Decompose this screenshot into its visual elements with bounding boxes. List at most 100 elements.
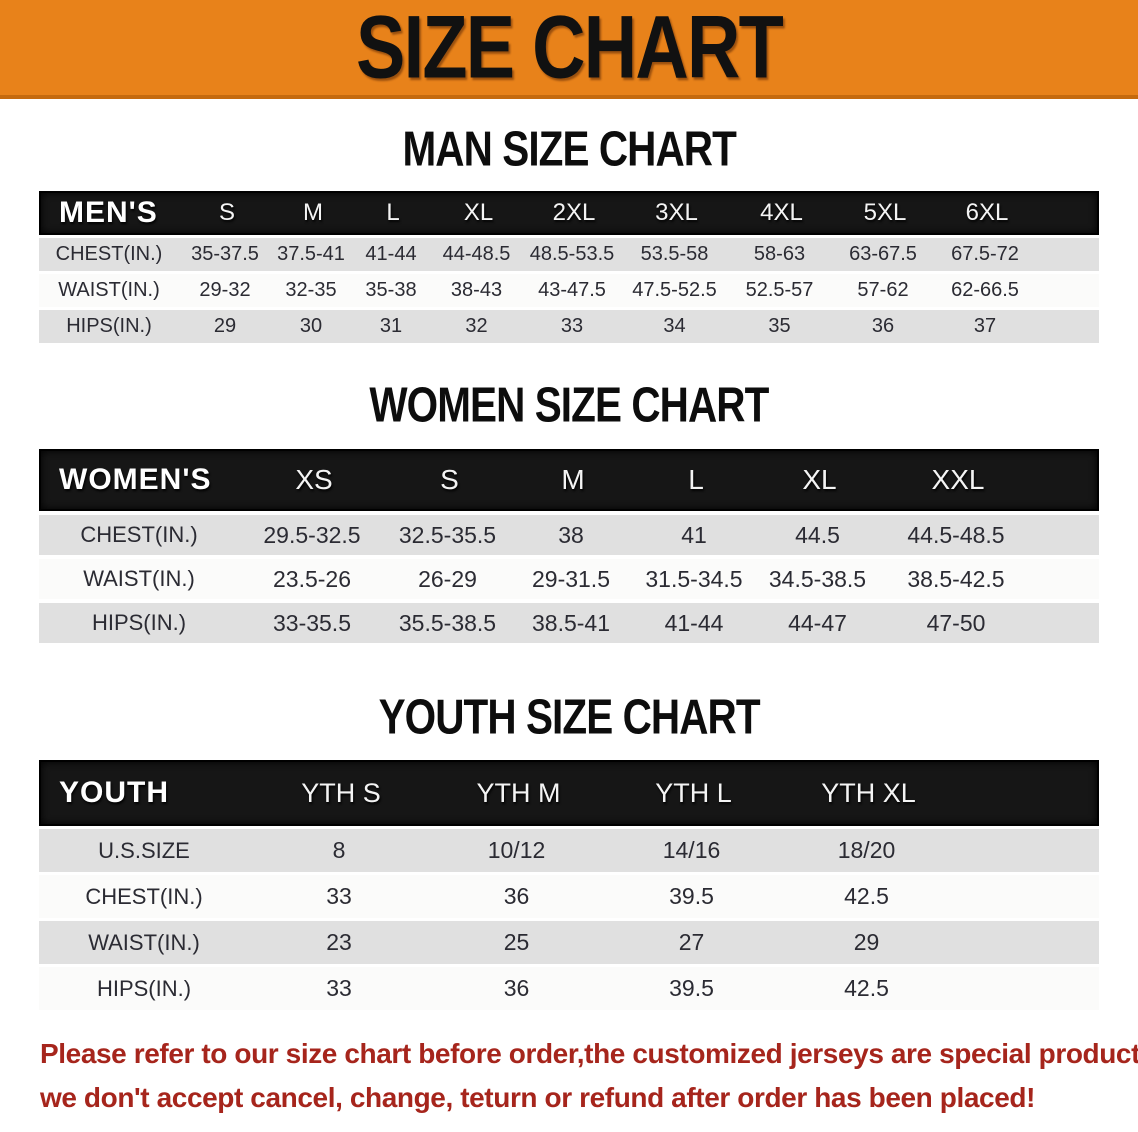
women-hips-in-value-l: 41-44	[664, 609, 724, 636]
men-hips-in-value-5xl: 36	[871, 315, 895, 337]
women-hips-in-value-xl: 44-47	[788, 609, 847, 636]
women-chest-in-value-xl: 44.5	[795, 521, 840, 548]
women-section-heading-text: WOMEN SIZE CHART	[369, 378, 769, 433]
men-chest-in-value-6xl: 67.5-72	[951, 243, 1019, 265]
youth-row-label-waist-in: WAIST(IN.)	[88, 929, 200, 955]
men-row-label-chest-in: CHEST(IN.)	[55, 243, 163, 265]
women-chest-in-value-s: 32.5-35.5	[398, 521, 497, 548]
women-col-xs: XS	[295, 464, 333, 495]
youth-row-u-s-size: U.S.SIZE 8 10/12 14/16 18/20	[39, 829, 1099, 872]
youth-row-hips-in: HIPS(IN.) 33 36 39.5 42.5	[39, 967, 1099, 1010]
youth-chest-in-value-yth-m: 36	[503, 883, 530, 909]
men-hips-in-value-l: 31	[379, 315, 403, 337]
youth-row-chest-in: CHEST(IN.) 33 36 39.5 42.5	[39, 875, 1099, 918]
youth-chest-in-value-yth-s: 33	[326, 883, 352, 909]
men-waist-in-value-xl: 38-43	[450, 279, 503, 301]
men-chest-in-value-s: 35-37.5	[191, 243, 259, 265]
men-chest-in-value-2xl: 48.5-53.5	[529, 243, 615, 265]
youth-col-yth-xl: YTH XL	[821, 777, 916, 808]
youth-u-s-size-value-yth-m: 10/12	[487, 837, 546, 863]
women-col-l: L	[688, 464, 704, 495]
men-hips-in-value-m: 30	[299, 315, 323, 337]
youth-u-s-size-value-yth-s: 8	[332, 837, 346, 863]
men-waist-in-value-5xl: 57-62	[857, 279, 909, 301]
youth-hips-in-value-yth-m: 36	[503, 975, 530, 1001]
women-hips-in-value-s: 35.5-38.5	[398, 609, 497, 636]
men-waist-in-value-l: 35-38	[365, 279, 417, 301]
youth-waist-in-value-yth-l: 27	[678, 929, 705, 955]
women-section-heading: WOMEN SIZE CHART	[0, 378, 1138, 433]
youth-section-heading-text: YOUTH SIZE CHART	[378, 690, 760, 745]
youth-row-label-u-s-size: U.S.SIZE	[98, 837, 190, 863]
youth-hips-in-value-yth-l: 39.5	[669, 975, 714, 1001]
women-col-m: M	[561, 464, 585, 495]
youth-row-label-hips-in: HIPS(IN.)	[96, 975, 192, 1001]
men-row-label-waist-in: WAIST(IN.)	[58, 279, 160, 301]
women-hips-in-value-m: 38.5-41	[531, 609, 610, 636]
men-chest-in-value-4xl: 58-63	[753, 243, 806, 265]
youth-header-label: YOUTH	[59, 776, 169, 809]
youth-size-table: YOUTH YTH S YTH M YTH L YTH XL U.S.SIZE 8 10/12…	[39, 760, 1099, 1010]
women-size-table: WOMEN'S XS S M L XL XXL CHEST(IN.) 29.5-32.5 32.5…	[39, 449, 1099, 643]
women-row-label-chest-in: CHEST(IN.)	[80, 522, 198, 547]
women-waist-in-value-xl: 34.5-38.5	[768, 565, 867, 592]
men-chest-in-value-3xl: 53.5-58	[640, 243, 709, 265]
men-row-label-hips-in: HIPS(IN.)	[66, 315, 152, 337]
men-col-m: M	[303, 199, 323, 226]
disclaimer-line-2: we don't accept cancel, change, teturn o…	[40, 1082, 1035, 1113]
women-chest-in-value-l: 41	[681, 521, 707, 548]
men-section-heading: MAN SIZE CHART	[0, 122, 1138, 177]
youth-u-s-size-value-yth-l: 14/16	[662, 837, 721, 863]
youth-row-waist-in: WAIST(IN.) 23 25 27 29	[39, 921, 1099, 964]
men-col-5xl: 5XL	[863, 199, 907, 226]
men-header-label: MEN'S	[59, 196, 158, 229]
women-waist-in-value-s: 26-29	[418, 565, 477, 592]
men-waist-in-value-3xl: 47.5-52.5	[632, 279, 717, 301]
men-col-l: L	[386, 199, 400, 226]
youth-waist-in-value-yth-xl: 29	[853, 929, 880, 955]
women-col-xl: XL	[802, 464, 837, 495]
youth-col-yth-s: YTH S	[301, 777, 381, 808]
men-row-hips-in: HIPS(IN.) 29 30 31 32 33 34 35 36 37	[39, 310, 1099, 343]
youth-waist-in-value-yth-m: 25	[503, 929, 530, 955]
women-row-hips-in: HIPS(IN.) 33-35.5 35.5-38.5 38.5-41 41-44 44-…	[39, 603, 1099, 643]
men-chest-in-value-5xl: 63-67.5	[849, 243, 917, 265]
women-chest-in-value-xxl: 44.5-48.5	[907, 521, 1005, 548]
women-waist-in-value-m: 29-31.5	[531, 565, 610, 592]
men-hips-in-value-xl: 32	[465, 315, 488, 337]
men-chest-in-value-m: 37.5-41	[277, 243, 345, 265]
women-row-label-hips-in: HIPS(IN.)	[91, 610, 187, 635]
women-row-chest-in: CHEST(IN.) 29.5-32.5 32.5-35.5 38 41 44.5 44.5…	[39, 515, 1099, 555]
youth-chest-in-value-yth-xl: 42.5	[844, 883, 889, 909]
men-waist-in-value-6xl: 62-66.5	[951, 279, 1019, 301]
men-size-table: MEN'S S M L XL 2XL 3XL 4XL 5XL 6XL CHEST(IN.) 35-37…	[39, 191, 1099, 343]
youth-section-heading: YOUTH SIZE CHART	[0, 690, 1138, 745]
men-col-xl: XL	[463, 199, 494, 226]
youth-row-label-chest-in: CHEST(IN.)	[85, 883, 203, 909]
men-chest-in-value-l: 41-44	[365, 243, 417, 265]
men-waist-in-value-m: 32-35	[285, 279, 337, 301]
women-chest-in-value-m: 38	[558, 521, 584, 548]
banner-title: SIZE CHART	[356, 0, 784, 97]
women-waist-in-value-xs: 23.5-26	[272, 565, 351, 592]
men-waist-in-value-4xl: 52.5-57	[745, 279, 814, 301]
youth-chest-in-value-yth-l: 39.5	[669, 883, 714, 909]
men-chest-in-value-xl: 44-48.5	[442, 243, 511, 265]
size-chart-banner: SIZE CHART	[0, 0, 1138, 99]
men-col-3xl: 3XL	[655, 199, 698, 226]
youth-hips-in-value-yth-xl: 42.5	[844, 975, 889, 1001]
women-col-xxl: XXL	[931, 464, 985, 495]
women-waist-in-value-l: 31.5-34.5	[645, 565, 743, 592]
women-waist-in-value-xxl: 38.5-42.5	[907, 565, 1005, 592]
women-table-header: WOMEN'S XS S M L XL XXL	[39, 449, 1099, 511]
youth-col-yth-m: YTH M	[476, 777, 561, 808]
men-hips-in-value-6xl: 37	[973, 315, 997, 337]
youth-waist-in-value-yth-s: 23	[326, 929, 352, 955]
disclaimer-line-1: Please refer to our size chart before or…	[40, 1038, 1138, 1069]
women-row-label-waist-in: WAIST(IN.)	[83, 566, 195, 591]
men-waist-in-value-s: 29-32	[199, 279, 251, 301]
youth-u-s-size-value-yth-xl: 18/20	[837, 837, 896, 863]
men-col-6xl: 6XL	[965, 199, 1009, 226]
women-row-waist-in: WAIST(IN.) 23.5-26 26-29 29-31.5 31.5-34.5 34…	[39, 559, 1099, 599]
youth-hips-in-value-yth-s: 33	[326, 975, 352, 1001]
